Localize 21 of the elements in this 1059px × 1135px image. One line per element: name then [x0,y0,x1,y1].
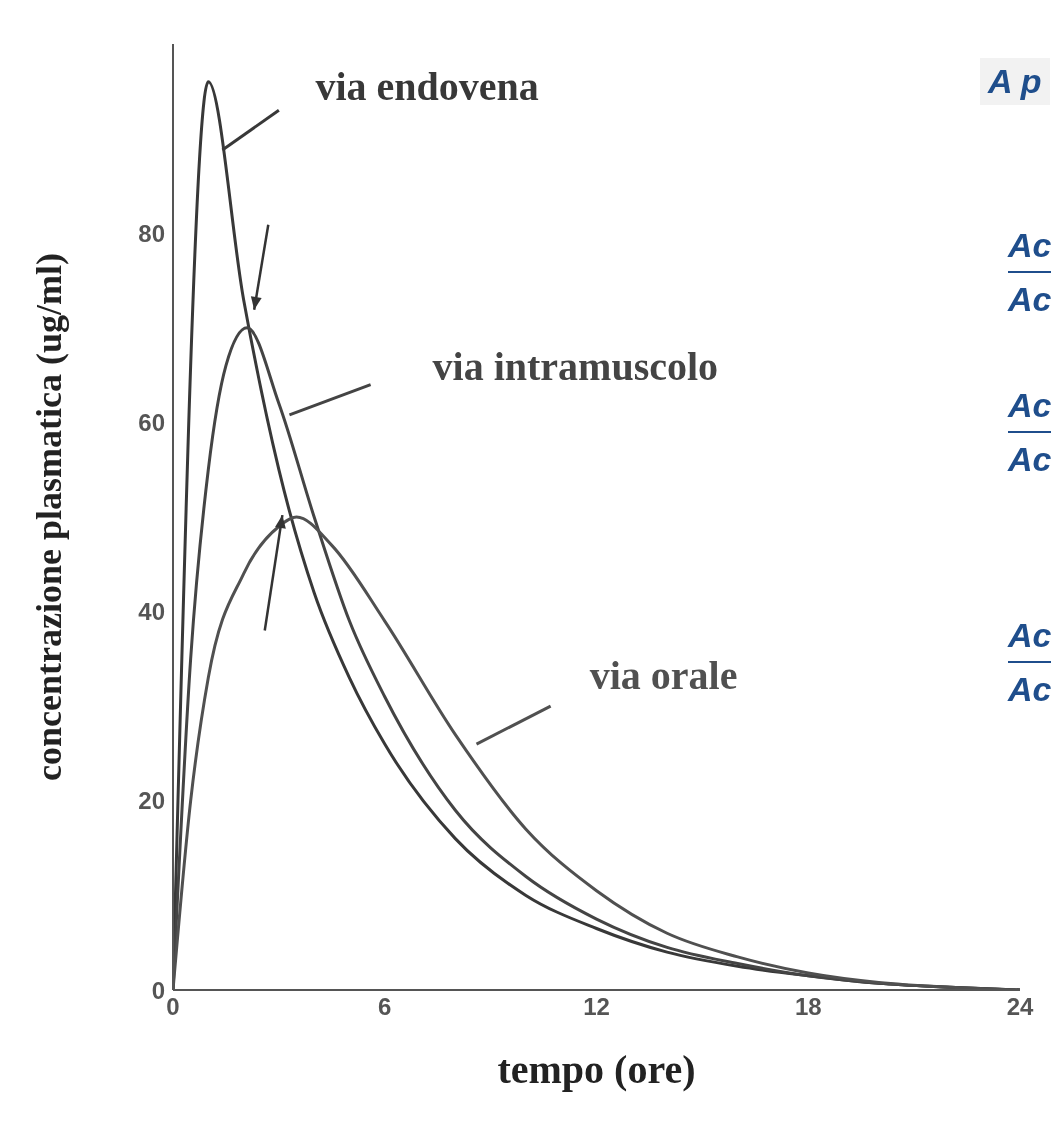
text: via orale [589,652,738,698]
annotation: Ac [1008,669,1052,710]
annotation: Ac [1008,439,1052,480]
x-axis-title: tempo (ore) [497,1047,696,1092]
y-tick-label: 40 [138,598,165,626]
y-tick-label: 0 [151,976,165,1004]
x-tick-label: 18 [794,993,822,1021]
x-tick-label: 6 [378,993,392,1021]
y-tick-label: 20 [138,787,165,815]
text: via intramuscolo [432,343,719,389]
annotation: A p [980,58,1050,105]
text: via endovena [315,64,539,110]
x-tick-label: 24 [1006,993,1034,1021]
y-axis-title: concentrazione plasmatica (ug/ml) [29,253,70,781]
annotation: Ac [1008,223,1052,273]
y-tick-label: 60 [138,408,165,436]
annotation: Ac [1008,279,1052,320]
annotation: Ac [1008,613,1052,663]
y-tick-label: 80 [138,219,165,247]
x-tick-label: 12 [583,993,610,1021]
annotation: Ac [1008,383,1052,433]
